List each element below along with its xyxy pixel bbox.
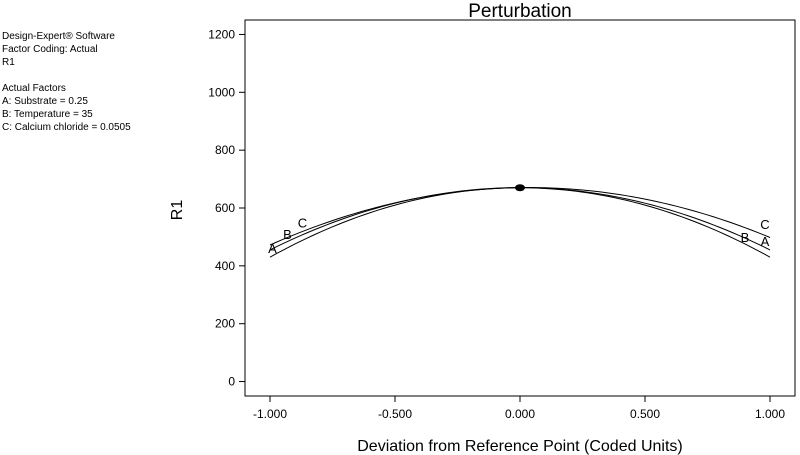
x-tick-label: 1.000 xyxy=(755,407,785,421)
x-axis-title: Deviation from Reference Point (Coded Un… xyxy=(357,438,682,455)
factor-c: C: Calcium chloride = 0.0505 xyxy=(2,122,131,133)
y-tick-label: 800 xyxy=(215,143,235,157)
y-tick-label: 0 xyxy=(228,375,235,389)
series-label-a-right: A xyxy=(761,234,770,249)
x-tick-label: 0.000 xyxy=(505,407,535,421)
factor-info-panel: Design-Expert® Software Factor Coding: A… xyxy=(2,30,131,134)
x-tick-label: 0.500 xyxy=(630,407,660,421)
software-name: Design-Expert® Software xyxy=(2,31,115,42)
x-tick-label: -0.500 xyxy=(378,407,412,421)
reference-point-marker xyxy=(515,184,525,192)
response-name: R1 xyxy=(2,57,15,68)
y-tick-label: 200 xyxy=(215,317,235,331)
series-label-b-left: B xyxy=(283,227,292,242)
series-line-a xyxy=(269,187,771,258)
series-label-b-right: B xyxy=(741,230,750,245)
plot-frame xyxy=(244,19,796,397)
actual-factors-heading: Actual Factors xyxy=(2,83,66,94)
chart-title: Perturbation xyxy=(468,1,572,22)
series-label-c-left: C xyxy=(298,216,307,231)
y-tick-label: 600 xyxy=(215,201,235,215)
factor-b: B: Temperature = 35 xyxy=(2,109,93,120)
series-line-b xyxy=(269,187,771,251)
series-label-c-right: C xyxy=(760,217,769,232)
x-tick-label: -1.000 xyxy=(253,407,287,421)
series-line-c xyxy=(269,187,771,246)
y-axis-title: R1 xyxy=(169,200,186,221)
y-tick-label: 1000 xyxy=(208,85,235,99)
y-tick-label: 1200 xyxy=(208,27,235,41)
series-label-a-left: A xyxy=(268,241,277,256)
factor-a: A: Substrate = 0.25 xyxy=(2,96,88,107)
factor-coding: Factor Coding: Actual xyxy=(2,44,98,55)
y-tick-label: 400 xyxy=(215,259,235,273)
